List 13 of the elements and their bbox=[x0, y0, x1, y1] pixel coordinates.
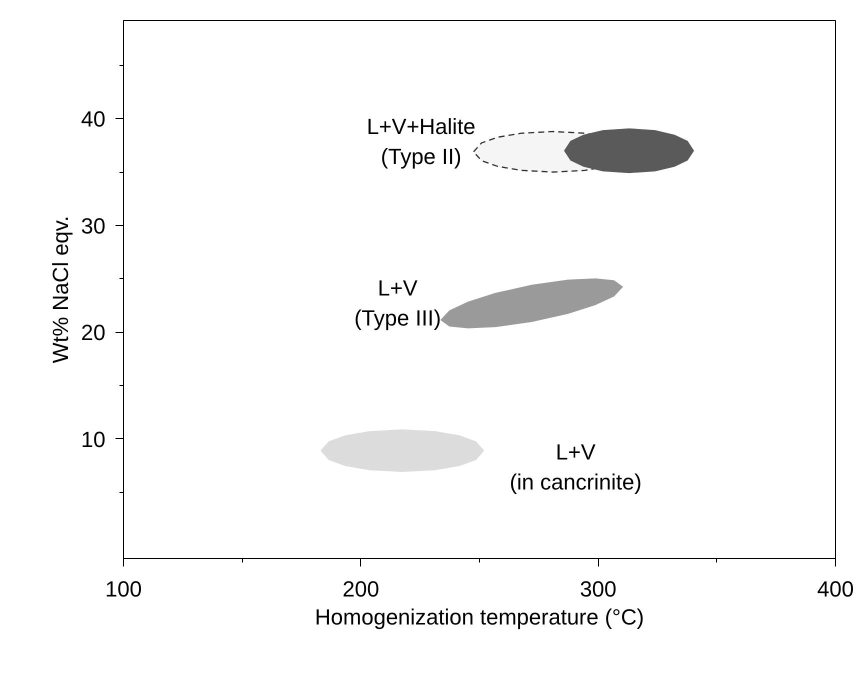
y-tick-label: 20 bbox=[81, 320, 106, 346]
x-tick-label: 400 bbox=[817, 576, 854, 602]
x-tick-label: 100 bbox=[105, 576, 142, 602]
x-tick-label: 300 bbox=[580, 576, 617, 602]
x-axis-title: Homogenization temperature (°C) bbox=[314, 604, 644, 630]
y-tick-label: 40 bbox=[81, 106, 106, 132]
annotation: L+V+Halite (Type II) bbox=[366, 114, 476, 170]
annotation: L+V (in cancrinite) bbox=[510, 440, 642, 495]
y-axis-title: Wt% NaCl eqv. bbox=[48, 216, 74, 364]
x-tick-label: 200 bbox=[342, 576, 380, 602]
y-tick-label: 30 bbox=[81, 213, 106, 238]
y-tick-label: 10 bbox=[81, 426, 106, 452]
annotation: L+V (Type III) bbox=[354, 275, 442, 330]
